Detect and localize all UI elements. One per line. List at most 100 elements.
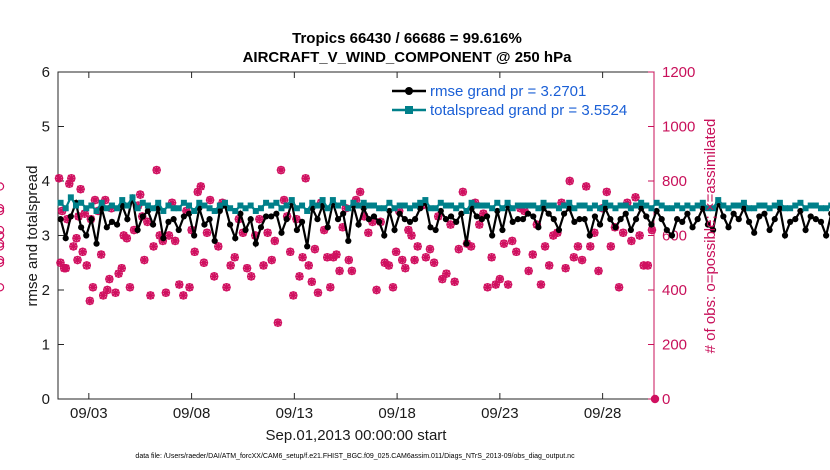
series-point: [668, 232, 676, 239]
x-tick-label: 09/13: [276, 405, 314, 422]
obs-marker: [0, 256, 5, 265]
series-point: [411, 216, 419, 223]
series-point: [663, 205, 670, 212]
obs-marker: [442, 269, 451, 278]
series-point: [396, 202, 403, 209]
obs-marker: [425, 244, 435, 254]
series-point: [735, 202, 742, 209]
obs-marker: [103, 285, 112, 295]
series-point: [103, 224, 110, 231]
series-point: [638, 199, 645, 206]
legend: rmse grand pr = 3.2701 totalspread grand…: [392, 83, 627, 119]
obs-marker: [384, 261, 394, 270]
series-point: [545, 210, 552, 217]
series-point: [797, 207, 804, 215]
x-tick-label: 09/03: [70, 405, 108, 422]
series-point: [160, 207, 167, 214]
plot-area: [57, 71, 655, 400]
series-point: [98, 199, 105, 206]
series-point: [237, 210, 244, 217]
obs-marker: [99, 291, 108, 300]
series-point: [638, 205, 645, 212]
series-point: [787, 218, 794, 225]
obs-marker: [631, 193, 640, 202]
obs-marker: [140, 255, 149, 265]
series-point: [643, 213, 650, 220]
series-point: [586, 205, 593, 212]
totalspread-series: [57, 194, 830, 214]
series-point: [114, 205, 121, 212]
series-point: [309, 199, 316, 206]
obs-marker: [391, 247, 401, 257]
series-point: [134, 205, 141, 212]
series-point: [817, 218, 825, 225]
series-point: [396, 210, 403, 217]
series-point: [257, 224, 265, 231]
series-point: [78, 199, 85, 206]
obs-marker: [190, 247, 199, 257]
series-point: [473, 213, 480, 220]
series-point: [247, 216, 254, 223]
obs-marker: [635, 231, 644, 240]
series-point: [268, 213, 275, 220]
series-point: [704, 221, 712, 228]
series-point: [612, 205, 619, 212]
series-point: [571, 218, 578, 225]
series-point: [257, 205, 264, 212]
series-point: [684, 202, 691, 209]
obs-marker: [565, 176, 574, 186]
series-point: [299, 202, 306, 209]
series-point: [119, 197, 126, 204]
series-point: [442, 216, 450, 223]
series-point: [735, 216, 742, 223]
obs-marker: [528, 250, 537, 259]
obs-marker: [450, 277, 459, 287]
obs-marker: [90, 195, 100, 205]
series-point: [448, 202, 455, 209]
obs-marker: [136, 190, 145, 199]
series-point: [489, 232, 496, 239]
series-point: [453, 205, 460, 212]
series-point: [252, 240, 259, 247]
series-point: [689, 224, 696, 231]
series-point: [324, 205, 331, 212]
series-point: [761, 202, 768, 209]
obs-marker: [446, 220, 455, 229]
series-point: [170, 216, 177, 223]
series-point: [458, 202, 465, 209]
obs-marker: [307, 277, 317, 287]
series-point: [412, 202, 419, 209]
series-point: [807, 213, 814, 220]
obs-marker: [117, 264, 126, 273]
series-point: [715, 197, 722, 204]
series-point: [334, 216, 342, 223]
series-point: [761, 210, 768, 217]
series-point: [144, 202, 151, 209]
series-point: [576, 216, 583, 223]
obs-marker: [569, 253, 579, 262]
obs-marker: [0, 183, 5, 191]
series-point: [150, 205, 157, 212]
series-point: [643, 202, 650, 209]
series-point: [185, 210, 193, 217]
series-point: [422, 197, 429, 204]
y-tick-label: 3: [42, 228, 50, 245]
series-point: [704, 205, 711, 212]
obs-marker: [67, 174, 76, 183]
series-point: [170, 205, 177, 212]
series-point: [417, 199, 424, 206]
obs-marker: [0, 207, 5, 216]
series-point: [108, 218, 116, 225]
series-point: [740, 205, 748, 212]
right-axis: 020040060080010001200: [648, 64, 695, 408]
series-point: [273, 199, 280, 206]
series-point: [473, 202, 480, 209]
y-tick-label: 4: [42, 173, 50, 190]
series-point: [745, 218, 753, 225]
series-point: [324, 224, 331, 231]
obs-marker: [454, 244, 463, 254]
series-point: [483, 213, 491, 220]
y-tick-label: 1: [42, 337, 50, 354]
series-point: [304, 207, 311, 214]
series-point: [597, 205, 604, 212]
